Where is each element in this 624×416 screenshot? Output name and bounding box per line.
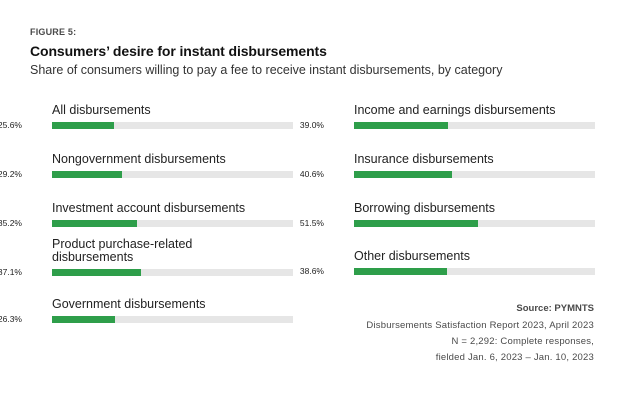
bar-label: Investment account disbursements bbox=[52, 201, 246, 215]
bar-value-label: 29.2% bbox=[0, 169, 22, 179]
source-note-dates: fielded Jan. 6, 2023 – Jan. 10, 2023 bbox=[435, 352, 594, 363]
bar-value-label: 51.5% bbox=[299, 218, 324, 228]
bar-value-label: 37.1% bbox=[0, 267, 22, 277]
bar-label: All disbursements bbox=[52, 103, 151, 117]
bar bbox=[354, 122, 448, 129]
bar-track bbox=[52, 122, 293, 129]
bar-item-insurance-disbursements: Insurance disbursements 40.6% bbox=[300, 148, 595, 179]
bar-value-label: 40.6% bbox=[299, 169, 324, 179]
bar bbox=[52, 122, 114, 129]
bar-label: Product purchase-related disbursements bbox=[52, 237, 193, 264]
bar-item-product-purchase-related-disbursements: Product purchase-related disbursements 37… bbox=[0, 232, 293, 277]
chart-title: Consumers’ desire for instant disburseme… bbox=[30, 43, 327, 59]
bar-track bbox=[52, 171, 293, 178]
bar-item-all-disbursements: All disbursements 25.6% bbox=[0, 99, 293, 130]
bar-track bbox=[354, 268, 595, 275]
bar-track bbox=[354, 220, 595, 227]
bar bbox=[52, 220, 137, 227]
bar-value-label: 39.0% bbox=[299, 120, 324, 130]
bar bbox=[52, 171, 123, 178]
bar bbox=[354, 220, 479, 227]
bar-item-investment-account-disbursements: Investment account disbursements 35.2% bbox=[0, 197, 293, 228]
bar-label: Income and earnings disbursements bbox=[354, 103, 556, 117]
bar-value-label: 38.6% bbox=[299, 266, 324, 276]
bar-track bbox=[354, 171, 595, 178]
bar-value-label: 35.2% bbox=[0, 218, 22, 228]
source-note-sample: N = 2,292: Complete responses, bbox=[451, 336, 594, 347]
bar-track bbox=[52, 269, 293, 276]
bar-label: Nongovernment disbursements bbox=[52, 152, 226, 166]
bar bbox=[354, 171, 452, 178]
bar-track bbox=[52, 220, 293, 227]
bar-value-label: 26.3% bbox=[0, 314, 22, 324]
bar-value-label: 25.6% bbox=[0, 120, 22, 130]
source-credit: Source: PYMNTS bbox=[516, 303, 594, 314]
bar-label: Insurance disbursements bbox=[354, 152, 494, 166]
bar-item-nongovernment-disbursements: Nongovernment disbursements 29.2% bbox=[0, 148, 293, 179]
bar-track bbox=[52, 316, 293, 323]
bar-item-other-disbursements: Other disbursements 38.6% bbox=[300, 245, 595, 276]
bar-item-government-disbursements: Government disbursements 26.3% bbox=[0, 293, 293, 324]
bar-item-income-and-earnings-disbursements: Income and earnings disbursements 39.0% bbox=[300, 99, 595, 130]
bar-track bbox=[354, 122, 595, 129]
chart-subtitle: Share of consumers willing to pay a fee … bbox=[30, 63, 503, 77]
bar-label: Other disbursements bbox=[354, 249, 471, 263]
figure-label: FIGURE 5: bbox=[30, 27, 77, 37]
bar-label: Borrowing disbursements bbox=[354, 201, 496, 215]
bar bbox=[52, 316, 116, 323]
source-note-report: Disbursements Satisfaction Report 2023, … bbox=[366, 320, 594, 331]
bar bbox=[52, 269, 142, 276]
bar-label: Government disbursements bbox=[52, 297, 206, 311]
bar-item-borrowing-disbursements: Borrowing disbursements 51.5% bbox=[300, 197, 595, 228]
bar bbox=[354, 268, 448, 275]
